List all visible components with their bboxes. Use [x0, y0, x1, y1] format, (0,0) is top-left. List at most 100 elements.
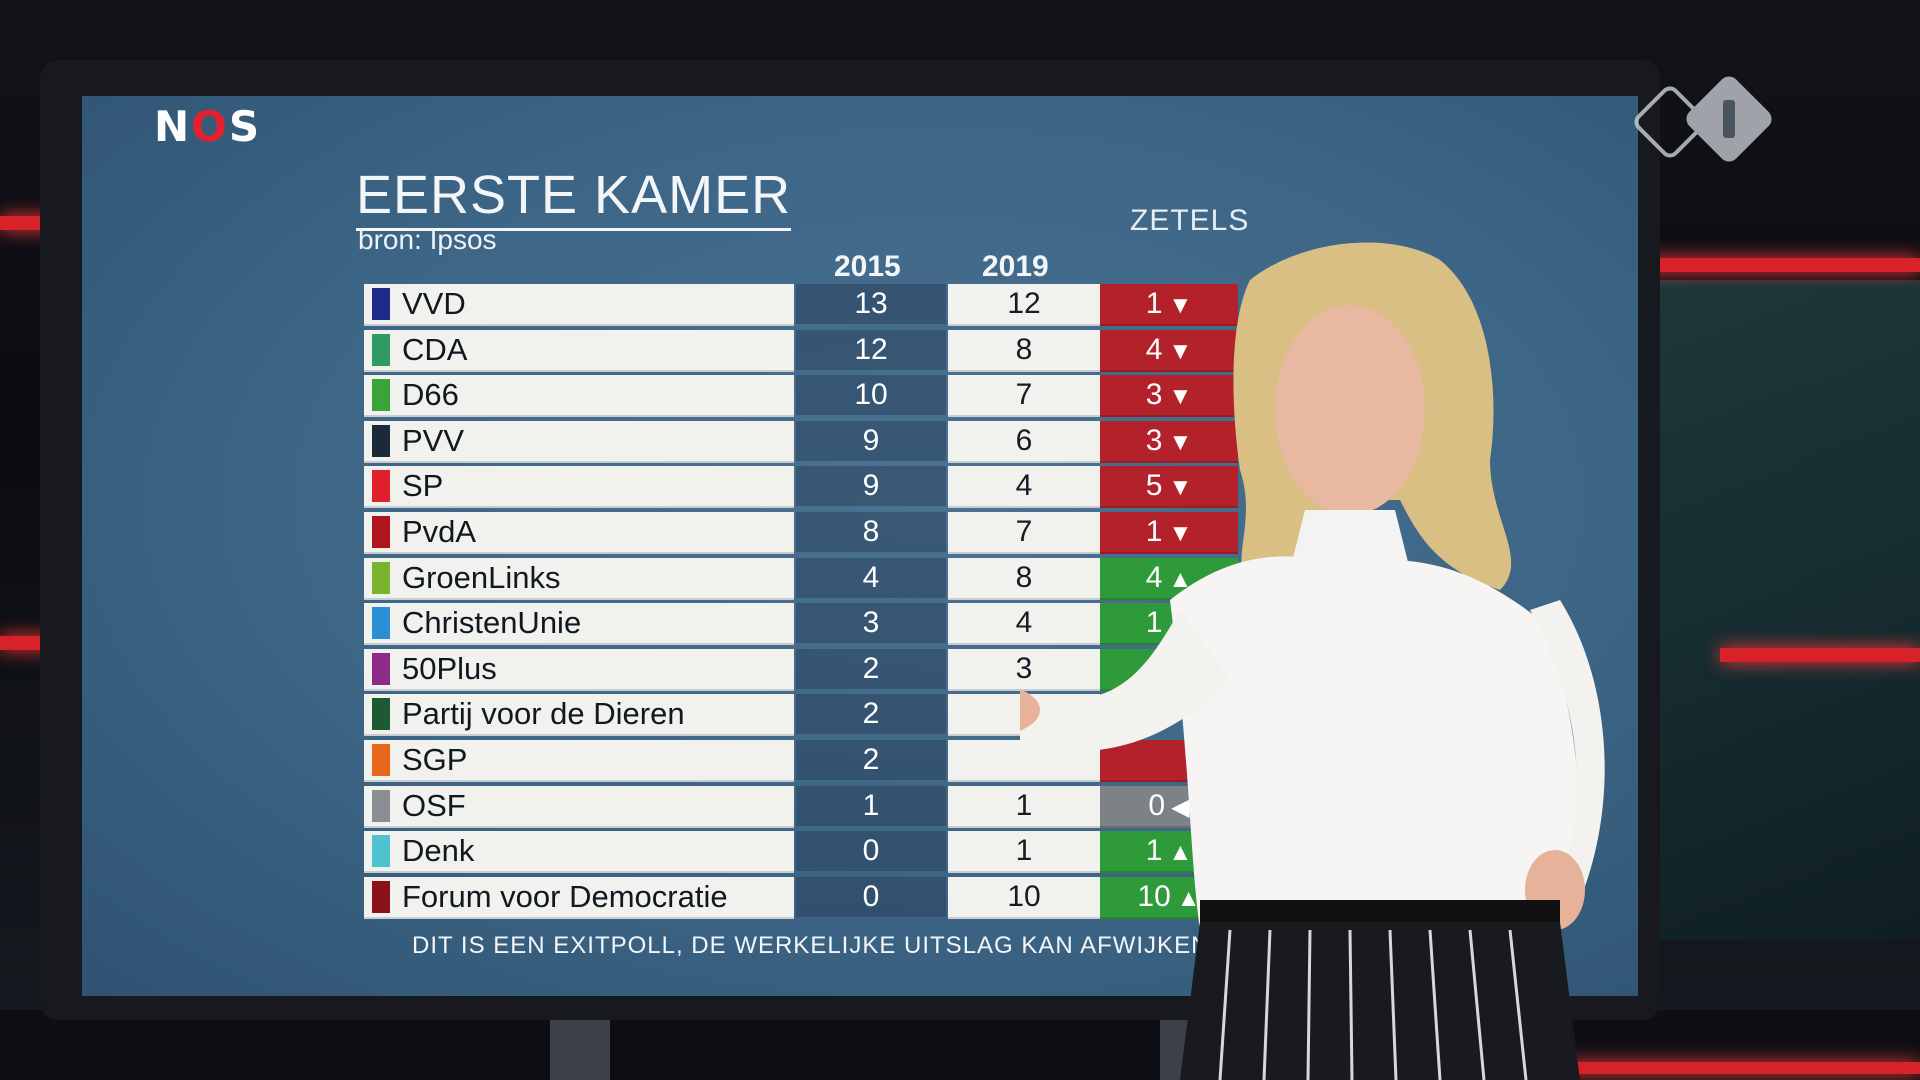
party-name: GroenLinks [402, 559, 561, 595]
graphic-title: EERSTE KAMER [356, 164, 792, 231]
column-header-2015: 2015 [834, 250, 901, 283]
seats-2015-cell: 10 [796, 375, 946, 416]
party-color-swatch [372, 880, 390, 913]
table-row: PvdA 8 7 1 ▼ [364, 512, 1264, 554]
graphic-source: bron: Ipsos [358, 224, 497, 255]
party-cell: VVD [364, 284, 794, 326]
seats-2015-cell: 12 [796, 329, 946, 370]
party-name: D66 [402, 377, 459, 413]
party-cell: PVV [364, 420, 794, 463]
party-color-swatch [372, 698, 390, 731]
party-name: OSF [402, 787, 466, 823]
seats-2019-cell: 6 [948, 420, 1100, 463]
arrow-up-icon: ▲ [1176, 884, 1201, 912]
arrow-down-icon: ▼ [1168, 383, 1193, 411]
party-cell: ChristenUnie [364, 603, 794, 646]
red-light-strip [1640, 258, 1920, 272]
table-row: PVV 9 6 3 ▼ [364, 420, 1264, 463]
seats-2019-cell: 7 [948, 375, 1100, 418]
arrow-down-icon: ▼ [1168, 337, 1193, 365]
seats-2015-cell: 0 [796, 876, 946, 917]
party-cell: GroenLinks [364, 557, 794, 600]
presenter [1020, 242, 1605, 1080]
seat-change-cell: 1 ▼ [1100, 512, 1238, 554]
seat-change-cell: 1 ▼ [1100, 284, 1238, 326]
seat-change-cell: 3 ▼ [1100, 420, 1238, 463]
seats-2019-cell: 8 [948, 329, 1100, 372]
party-cell: Partij voor de Dieren [364, 694, 794, 737]
seats-2015-cell: 1 [796, 785, 946, 826]
seats-2015-cell: 8 [796, 512, 946, 552]
party-color-swatch [372, 607, 390, 640]
nos-logo-text: NOS [154, 102, 262, 151]
party-cell: Denk [364, 831, 794, 874]
nos-logo: NOS [154, 102, 261, 151]
party-cell: D66 [364, 375, 794, 418]
studio-glass-panel [1660, 280, 1920, 940]
party-color-swatch [372, 652, 390, 685]
party-name: PVV [402, 422, 465, 458]
red-light-strip [1720, 648, 1920, 662]
column-header-2019: 2019 [982, 250, 1049, 283]
party-color-swatch [372, 424, 390, 457]
seat-change-cell: 3 ▼ [1100, 375, 1238, 418]
seat-change-value: 1 [1145, 834, 1163, 868]
npo1-logo-icon [1634, 76, 1772, 162]
seats-2015-cell: 3 [796, 603, 946, 644]
party-name: CDA [402, 331, 468, 367]
table-row: VVD 13 12 1 ▼ [364, 284, 1264, 326]
seats-2015-cell: 9 [796, 466, 946, 507]
party-cell: CDA [364, 329, 794, 372]
party-name: PvdA [402, 514, 477, 549]
party-name: Partij voor de Dieren [402, 696, 685, 732]
table-row: D66 10 7 3 ▼ [364, 375, 1264, 418]
arrow-up-icon: ▲ [1168, 565, 1193, 593]
party-color-swatch [372, 561, 390, 594]
seats-2015-cell: 2 [796, 740, 946, 780]
party-color-swatch [372, 288, 390, 320]
seat-change-cell: 4 ▼ [1100, 329, 1238, 372]
seat-change-value: 5 [1145, 469, 1163, 503]
party-color-swatch [372, 789, 390, 822]
party-color-swatch [372, 516, 390, 548]
party-color-swatch [372, 835, 390, 868]
seat-change-value: 4 [1145, 560, 1163, 594]
party-cell: PvdA [364, 512, 794, 554]
party-cell: SGP [364, 740, 794, 782]
seats-2015-cell: 4 [796, 557, 946, 598]
seats-2019-cell: 1 [948, 831, 1100, 874]
seats-2015-cell: 2 [796, 694, 946, 735]
arrow-down-icon: ▼ [1168, 474, 1193, 502]
seat-change-value: 4 [1145, 332, 1163, 366]
party-name: 50Plus [402, 650, 497, 686]
party-cell: OSF [364, 785, 794, 828]
seats-2019-cell: 7 [948, 512, 1100, 554]
party-name: ChristenUnie [402, 605, 582, 641]
seats-2015-cell: 0 [796, 831, 946, 872]
party-name: SP [402, 468, 444, 504]
party-color-swatch [372, 470, 390, 503]
party-cell: 50Plus [364, 648, 794, 691]
seats-2015-cell: 13 [796, 284, 946, 324]
table-row: CDA 12 8 4 ▼ [364, 329, 1264, 372]
party-name: SGP [402, 742, 468, 777]
seats-2015-cell: 9 [796, 420, 946, 461]
seats-2019-cell: 10 [948, 876, 1100, 919]
table-row: SP 9 4 5 ▼ [364, 466, 1264, 509]
arrow-up-icon: ▲ [1168, 839, 1193, 867]
party-cell: Forum voor Democratie [364, 876, 794, 919]
seat-change-value: 1 [1145, 287, 1163, 320]
seats-2019-cell: 1 [948, 785, 1100, 828]
seats-2019-cell: 3 [948, 648, 1100, 691]
seats-header: ZETELS [1130, 204, 1250, 237]
arrow-down-icon: ▼ [1168, 428, 1193, 456]
party-name: Forum voor Democratie [402, 878, 728, 914]
party-cell: SP [364, 466, 794, 509]
seats-2019-cell: 8 [948, 557, 1100, 600]
seat-change-value: 0 [1148, 788, 1166, 822]
party-name: VVD [402, 286, 466, 321]
table-row: GroenLinks 4 8 4 ▲ [364, 557, 1264, 600]
seats-2019-cell: 4 [948, 603, 1100, 646]
party-color-swatch [372, 744, 390, 776]
party-name: Denk [402, 833, 475, 869]
